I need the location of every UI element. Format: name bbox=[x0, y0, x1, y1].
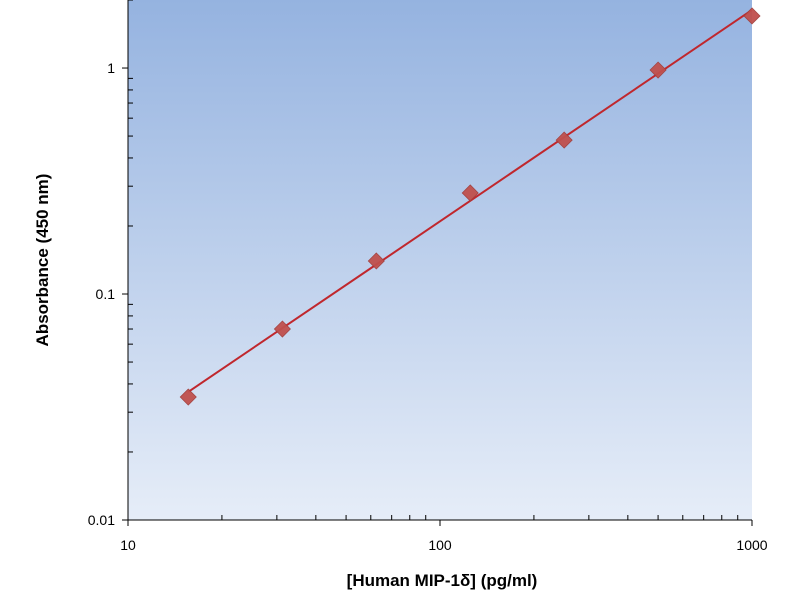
plot-area bbox=[128, 0, 752, 520]
x-tick-labels: 10 100 1000 bbox=[120, 537, 768, 553]
data-point bbox=[367, 252, 385, 270]
data-point bbox=[649, 61, 667, 79]
minor-ticks bbox=[128, 0, 739, 520]
x-tick-label: 100 bbox=[428, 537, 452, 553]
x-tick-label: 1000 bbox=[736, 537, 767, 553]
major-ticks bbox=[122, 67, 753, 526]
data-point bbox=[179, 388, 197, 406]
y-axis-title: Absorbance (450 nm) bbox=[33, 174, 52, 347]
y-tick-label: 0.01 bbox=[88, 512, 115, 528]
data-points bbox=[179, 7, 761, 406]
data-point bbox=[273, 320, 291, 338]
y-tick-label: 0.1 bbox=[96, 286, 116, 302]
y-tick-label: 1 bbox=[107, 60, 115, 76]
data-point bbox=[461, 184, 479, 202]
data-point bbox=[743, 7, 761, 25]
x-tick-label: 10 bbox=[120, 537, 136, 553]
y-tick-labels: 0.01 0.1 1 bbox=[88, 60, 115, 528]
x-axis-title: [Human MIP-1δ] (pg/ml) bbox=[347, 571, 538, 590]
data-point bbox=[555, 131, 573, 149]
